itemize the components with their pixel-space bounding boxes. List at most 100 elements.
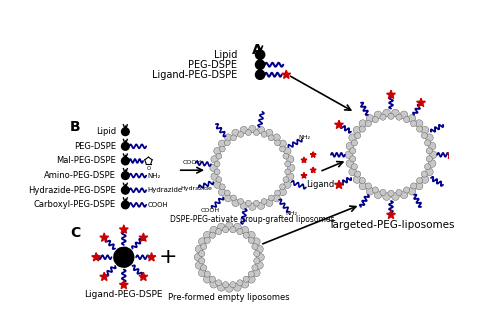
Polygon shape [386,210,396,219]
Text: NH₂: NH₂ [285,211,297,216]
Circle shape [354,133,360,139]
Circle shape [224,194,232,202]
Circle shape [196,245,203,253]
Circle shape [226,222,233,230]
Text: Amino-PEG-DSPE: Amino-PEG-DSPE [44,171,116,180]
Circle shape [353,176,361,183]
Circle shape [383,109,390,117]
Circle shape [284,161,290,167]
Circle shape [220,184,226,190]
Circle shape [198,250,205,257]
Circle shape [372,117,378,123]
Polygon shape [310,152,316,157]
Text: Targeted-PEG-liposomes: Targeted-PEG-liposomes [328,220,454,230]
Circle shape [204,232,254,283]
Circle shape [234,284,241,291]
Circle shape [424,140,430,146]
Circle shape [210,164,218,172]
Polygon shape [139,272,148,281]
Circle shape [408,115,416,122]
Circle shape [218,223,225,231]
Circle shape [226,285,233,292]
Circle shape [396,189,402,195]
Circle shape [273,194,280,202]
Circle shape [200,243,207,250]
Circle shape [237,228,243,235]
Circle shape [346,160,354,167]
Text: Lipid: Lipid [96,127,116,136]
Circle shape [284,169,290,175]
Circle shape [122,172,129,179]
Circle shape [408,187,416,195]
Circle shape [258,126,264,134]
Circle shape [254,250,260,257]
Ellipse shape [128,253,134,262]
Circle shape [266,199,273,206]
Polygon shape [301,173,307,178]
Circle shape [350,148,356,154]
Circle shape [122,186,129,194]
Text: Ligand: Ligand [306,180,334,189]
Text: O: O [147,166,152,171]
Circle shape [222,282,229,288]
Circle shape [392,109,399,117]
Circle shape [216,280,222,286]
Circle shape [248,237,254,243]
Circle shape [261,198,267,204]
Circle shape [198,258,205,264]
Circle shape [350,156,356,162]
Circle shape [426,156,432,162]
Circle shape [421,176,429,183]
Circle shape [243,232,250,238]
Circle shape [246,130,252,136]
Circle shape [254,258,260,264]
Circle shape [359,182,367,190]
Circle shape [286,173,294,180]
Text: Carboxyl-PEG-DSPE: Carboxyl-PEG-DSPE [34,200,116,209]
Circle shape [410,121,416,127]
Circle shape [211,173,218,180]
Polygon shape [120,280,128,289]
Circle shape [252,269,260,277]
Circle shape [122,157,129,165]
Circle shape [256,50,264,59]
Circle shape [122,143,129,150]
Circle shape [204,276,211,283]
Circle shape [216,153,222,159]
Circle shape [240,126,248,134]
Circle shape [248,271,254,277]
Circle shape [210,280,218,288]
Circle shape [194,254,202,261]
Circle shape [220,146,226,152]
Circle shape [400,111,408,119]
Text: A: A [252,43,263,57]
Circle shape [232,199,239,206]
Ellipse shape [120,261,130,267]
Circle shape [216,177,222,183]
Text: COOH: COOH [200,208,220,213]
Circle shape [426,134,433,142]
Circle shape [268,135,274,141]
Circle shape [241,280,248,288]
Circle shape [256,254,264,261]
Circle shape [372,187,378,193]
Circle shape [222,227,229,233]
Circle shape [256,60,264,69]
Circle shape [388,190,394,196]
Circle shape [366,183,372,189]
Polygon shape [147,253,156,261]
Circle shape [416,177,422,184]
Text: Ligand-PEG-DSPE: Ligand-PEG-DSPE [152,70,237,80]
Circle shape [248,125,256,133]
Text: Pre-formed empty liposomes: Pre-formed empty liposomes [168,293,290,302]
Circle shape [240,202,248,209]
Polygon shape [139,233,148,241]
Circle shape [214,181,221,188]
Circle shape [284,147,291,155]
Circle shape [238,198,244,204]
Circle shape [243,276,250,282]
Circle shape [416,126,422,132]
Circle shape [366,115,374,122]
Circle shape [200,265,207,271]
Circle shape [349,134,356,142]
